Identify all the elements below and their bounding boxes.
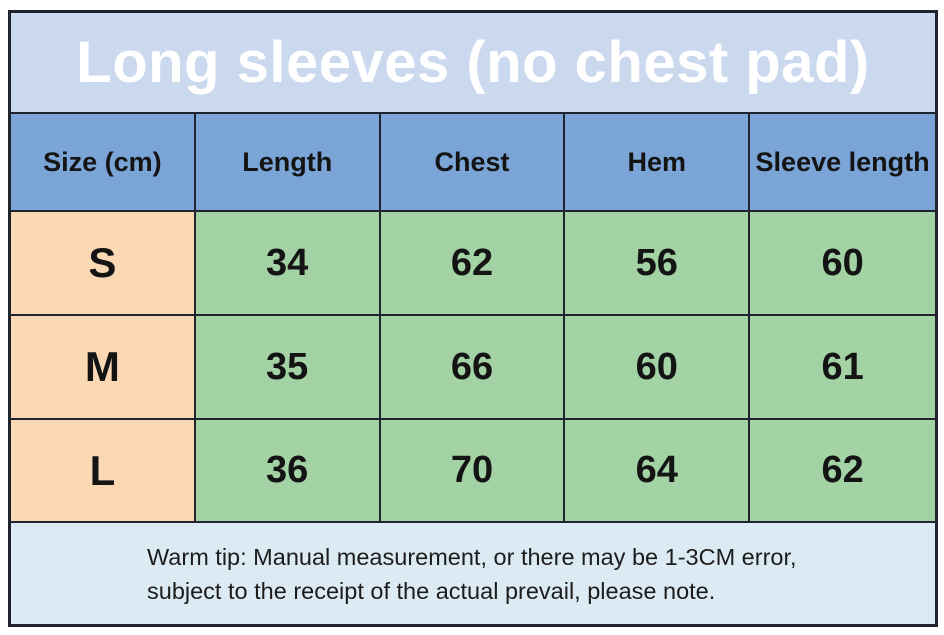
row-m-chest: 66 [380,316,566,420]
page-title: Long sleeves (no chest pad) [76,30,870,95]
size-table: Size (cm) Length Chest Hem Sleeve length… [11,114,935,523]
column-header-size: Size (cm) [11,114,196,212]
row-l-length: 36 [195,420,381,523]
size-chart-sheet: Long sleeves (no chest pad) Size (cm) Le… [8,10,938,627]
column-header-chest: Chest [380,114,566,212]
row-l-chest: 70 [380,420,566,523]
row-s-size-label: S [11,212,196,316]
title-banner: Long sleeves (no chest pad) [11,13,935,114]
warm-tip-line-1: Warm tip: Manual measurement, or there m… [147,543,797,570]
warm-tip-line-2: subject to the receipt of the actual pre… [147,577,716,604]
row-l-hem: 64 [565,420,751,523]
column-header-hem: Hem [565,114,751,212]
warm-tip-note: Warm tip: Manual measurement, or there m… [11,523,935,624]
column-header-length: Length [195,114,381,212]
row-s-hem: 56 [565,212,751,316]
row-m-length: 35 [195,316,381,420]
row-s-sleeve-length: 60 [750,212,935,316]
row-m-size-label: M [11,316,196,420]
row-s-length: 34 [195,212,381,316]
row-m-hem: 60 [565,316,751,420]
row-m-sleeve-length: 61 [750,316,935,420]
row-l-sleeve-length: 62 [750,420,935,523]
row-l-size-label: L [11,420,196,523]
row-s-chest: 62 [380,212,566,316]
column-header-sleeve-length: Sleeve length [750,114,935,212]
